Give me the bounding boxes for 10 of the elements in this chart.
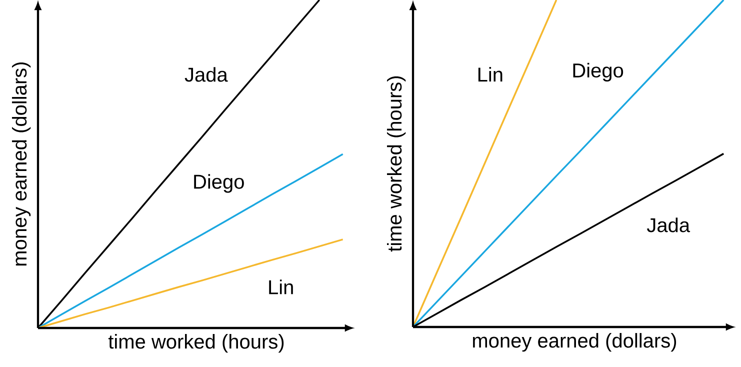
series-label: Lin xyxy=(269,280,293,294)
series-label: Diego xyxy=(573,62,624,82)
series-label: Jada xyxy=(184,67,228,82)
y-axis-title: time worked (hours) xyxy=(387,76,406,252)
series-label: Diego xyxy=(194,174,244,193)
x-axis-title: time worked (hours) xyxy=(108,334,284,353)
x-axis-title: money earned (dollars) xyxy=(472,333,676,352)
series-label: Jada xyxy=(646,218,690,232)
series-label: Lin xyxy=(478,67,502,82)
y-axis-title: money earned (dollars) xyxy=(12,62,31,266)
